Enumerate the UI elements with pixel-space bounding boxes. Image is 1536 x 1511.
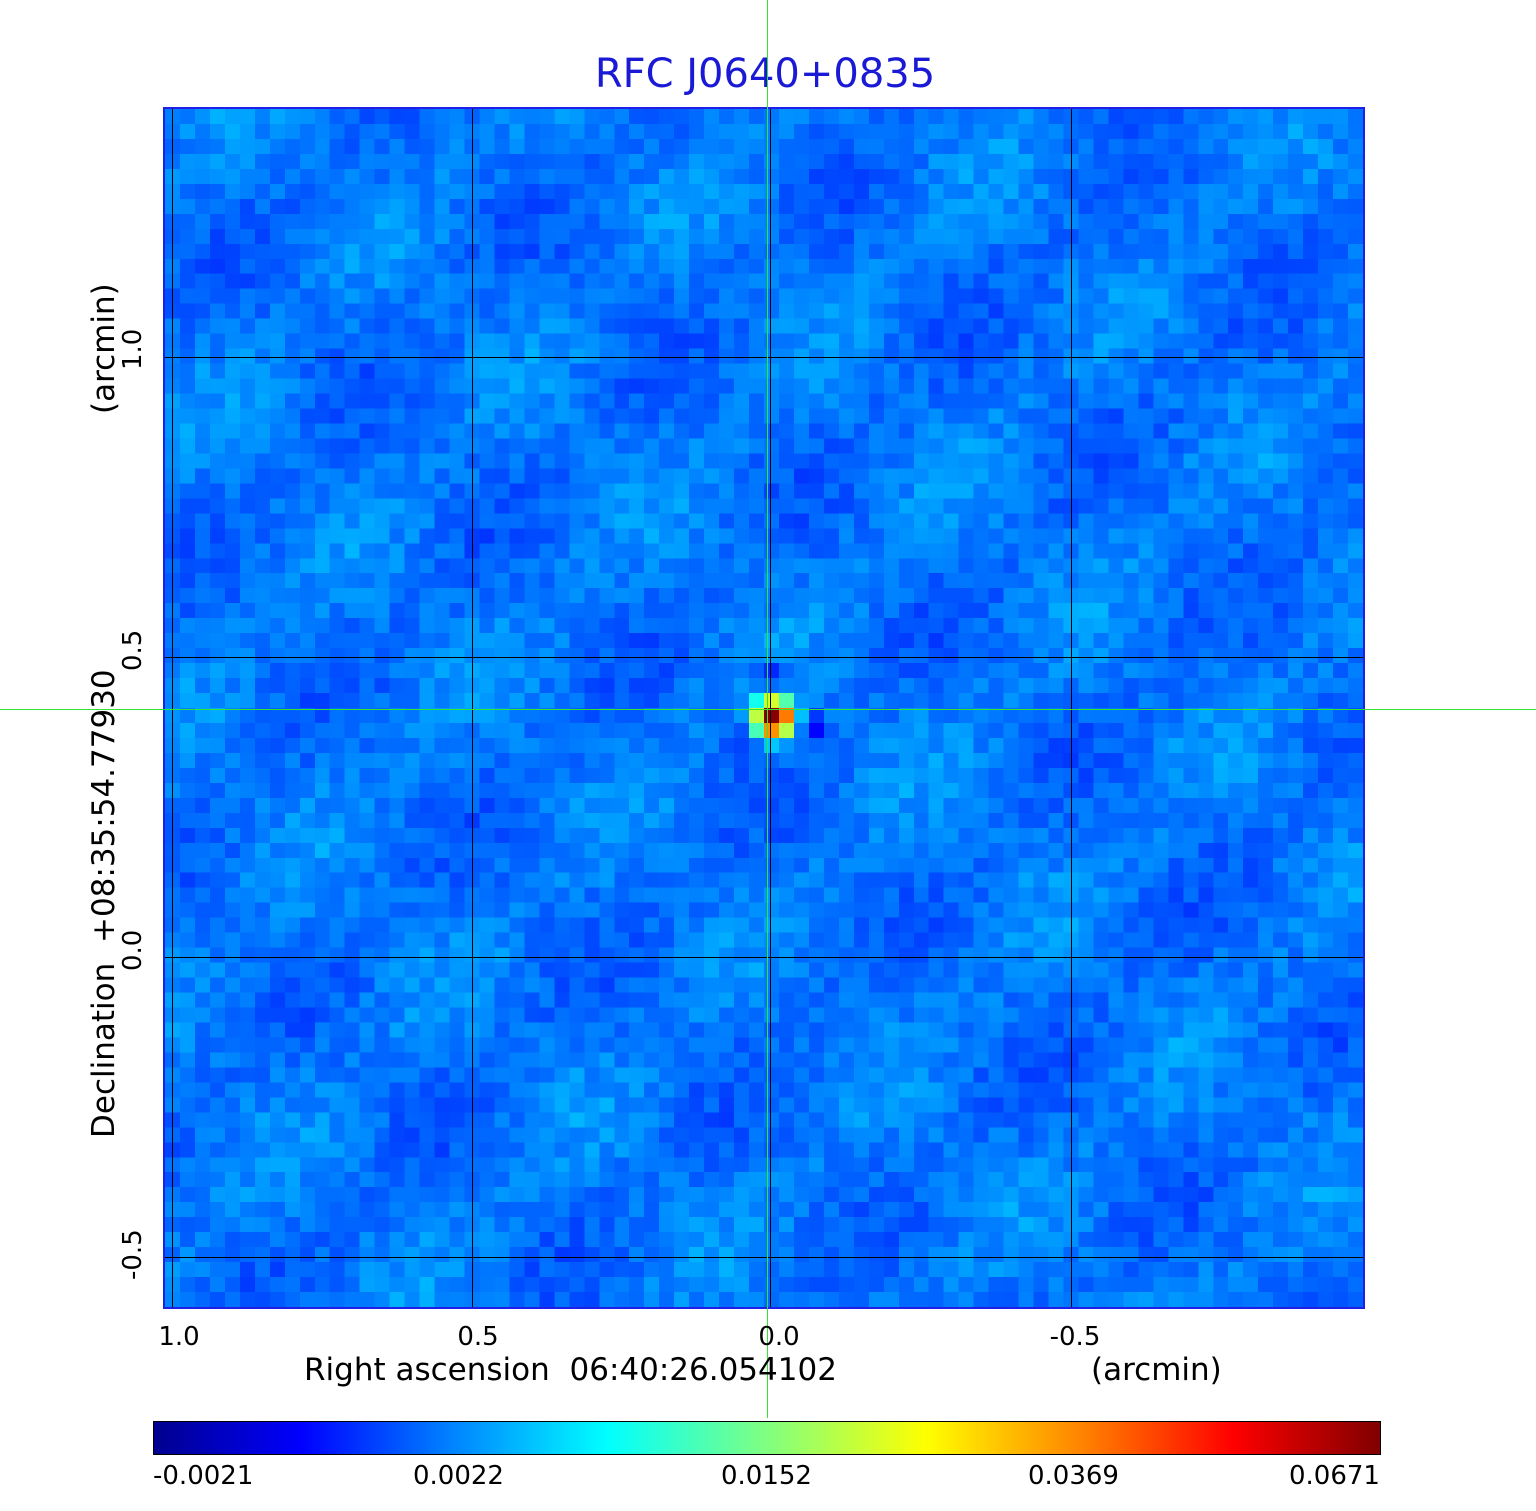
sky-map — [163, 107, 1365, 1309]
x-tick-label: -0.5 — [1049, 1322, 1101, 1352]
grid-line-ra-0.0 — [770, 109, 771, 1307]
grid-line-ra-minus-0.5 — [1071, 109, 1072, 1307]
x-axis-label: Right ascension 06:40:26.054102 — [304, 1352, 837, 1388]
grid-line-dec-1.0 — [165, 357, 1363, 358]
y-tick-label: 1.0 — [118, 328, 148, 370]
grid-line-dec-minus-0.5 — [165, 1257, 1363, 1258]
sky-map-image — [165, 109, 1363, 1307]
y-axis-label: Declination +08:35:54.77930 — [86, 669, 122, 1138]
colorbar-tick-label: 0.0369 — [1028, 1461, 1119, 1491]
x-axis-name: Right ascension — [304, 1352, 550, 1388]
grid-line-dec-0.0 — [165, 957, 1363, 958]
grid-line-ra-1.0 — [172, 109, 173, 1307]
y-axis-unit: (arcmin) — [86, 283, 122, 414]
colorbar-tick-label: 0.0152 — [721, 1461, 812, 1491]
y-tick-label: -0.5 — [118, 1229, 148, 1280]
grid-line-ra-0.5 — [472, 109, 473, 1307]
y-axis-center: +08:35:54.77930 — [86, 669, 122, 944]
x-axis-unit: (arcmin) — [1091, 1352, 1222, 1388]
x-tick-label: 0.0 — [758, 1322, 800, 1352]
y-axis-name: Declination — [86, 962, 122, 1138]
colorbar-tick-label: 0.0022 — [413, 1461, 504, 1491]
crosshair-horizontal — [0, 709, 1536, 710]
x-axis-center: 06:40:26.054102 — [569, 1352, 837, 1388]
x-tick-label: 0.5 — [457, 1322, 499, 1352]
y-tick-label: 0.5 — [118, 629, 148, 671]
x-tick-label: 1.0 — [158, 1322, 200, 1352]
y-tick-label: 0.0 — [118, 929, 148, 971]
colorbar-tick-label: 0.0671 — [1289, 1461, 1380, 1491]
colorbar-tick-label: -0.0021 — [153, 1461, 254, 1491]
colorbar — [153, 1421, 1381, 1455]
grid-line-dec-0.5 — [165, 657, 1363, 658]
plot-title: RFC J0640+0835 — [594, 51, 936, 97]
